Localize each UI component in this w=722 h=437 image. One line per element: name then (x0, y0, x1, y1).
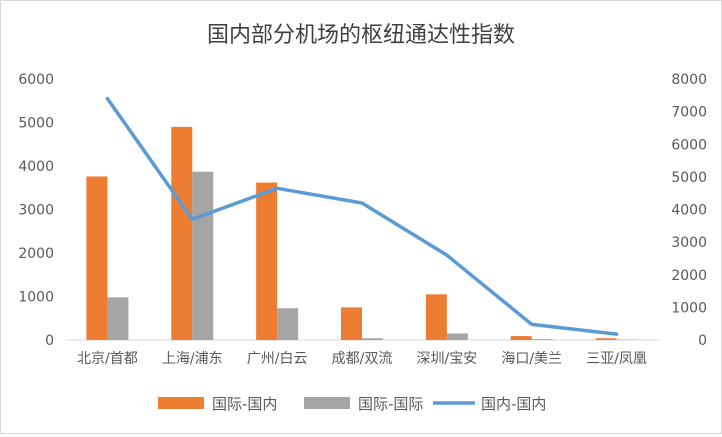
legend-item-intl-intl: 国际-国际 (304, 395, 423, 413)
left-y-tick-label: 6000 (18, 72, 54, 88)
legend: 国际-国内 国际-国际 国内-国内 (158, 395, 546, 413)
x-category-label: 三亚/凤凰 (586, 351, 647, 367)
right-y-tick-label: 6000 (671, 137, 707, 153)
legend-swatch (304, 397, 350, 409)
right-y-tick-label: 7000 (671, 105, 707, 121)
bar-intl-intl (192, 172, 213, 340)
bar-intl-domestic (256, 183, 277, 340)
bar-intl-intl (107, 297, 128, 340)
x-category-label: 北京/首都 (77, 351, 138, 367)
left-y-tick-label: 1000 (18, 290, 54, 306)
legend-label: 国内-国内 (481, 395, 546, 413)
left-y-tick-label: 3000 (18, 203, 54, 219)
right-y-tick-label: 5000 (671, 170, 707, 186)
left-y-tick-label: 4000 (18, 159, 54, 175)
x-category-label: 成都/双流 (332, 351, 393, 367)
bar-intl-domestic (426, 294, 447, 340)
bar-intl-intl (532, 339, 553, 340)
x-category-label: 海口/美兰 (501, 351, 562, 367)
legend-item-intl-domestic: 国际-国内 (158, 395, 277, 413)
x-category-label: 广州/白云 (247, 351, 308, 367)
right-y-tick-label: 2000 (671, 268, 707, 284)
x-category-label: 上海/浦东 (162, 351, 223, 367)
bar-intl-intl (362, 338, 383, 340)
right-y-axis: 0 1000 2000 3000 4000 5000 6000 7000 8000 (671, 72, 707, 349)
x-category-label: 深圳/宝安 (416, 351, 477, 367)
right-y-tick-label: 8000 (671, 72, 707, 88)
left-y-axis: 0 1000 2000 3000 4000 5000 6000 (18, 72, 54, 349)
legend-item-domestic-domestic: 国内-国内 (433, 395, 546, 413)
left-y-tick-label: 2000 (18, 246, 54, 262)
right-y-tick-label: 0 (698, 333, 707, 349)
bar-intl-domestic (86, 176, 107, 340)
x-axis-labels: 北京/首都 上海/浦东 广州/白云 成都/双流 深圳/宝安 海口/美兰 三亚/凤凰 (77, 351, 647, 367)
right-y-tick-label: 1000 (671, 300, 707, 316)
right-y-tick-label: 4000 (671, 203, 707, 219)
chart-title: 国内部分机场的枢纽通达性指数 (207, 23, 515, 48)
legend-label: 国际-国内 (212, 395, 277, 413)
bar-intl-domestic (341, 307, 362, 340)
bar-intl-domestic (171, 127, 192, 340)
plot-area (65, 99, 659, 340)
right-y-tick-label: 3000 (671, 235, 707, 251)
bar-intl-intl (447, 333, 468, 340)
legend-swatch (158, 397, 204, 409)
legend-label: 国际-国际 (358, 395, 423, 413)
bar-intl-intl (277, 308, 298, 340)
bar-intl-domestic (596, 338, 617, 340)
bar-intl-domestic (511, 336, 532, 340)
left-y-tick-label: 5000 (18, 116, 54, 132)
left-y-tick-label: 0 (45, 333, 54, 349)
